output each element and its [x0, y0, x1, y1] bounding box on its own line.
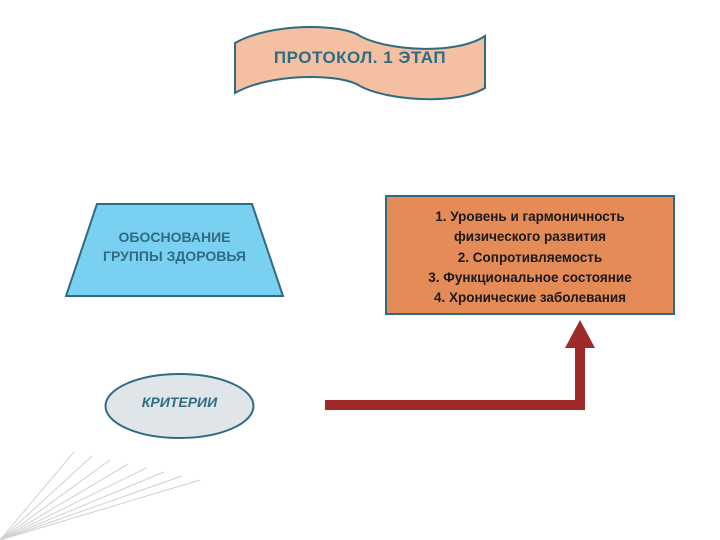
- ellipse-text: КРИТЕРИИ: [102, 394, 257, 410]
- criteria-item-2: 2. Сопротивляемость: [395, 248, 665, 268]
- criteria-item-1: 1. Уровень и гармоничность физического р…: [395, 207, 665, 248]
- criteria-ellipse: КРИТЕРИИ: [102, 370, 257, 442]
- arrow-shape: [320, 320, 610, 420]
- trapezoid-text: ОБОСНОВАНИЕ ГРУППЫ ЗДОРОВЬЯ: [62, 228, 287, 266]
- elbow-arrow: [320, 320, 610, 420]
- title-banner: ПРОТОКОЛ. 1 ЭТАП: [230, 18, 490, 108]
- criteria-item-3: 3. Функциональное состояние: [395, 268, 665, 288]
- corner-decoration: [0, 440, 220, 540]
- corner-lines: [0, 440, 220, 540]
- justification-trapezoid: ОБОСНОВАНИЕ ГРУППЫ ЗДОРОВЬЯ: [62, 200, 287, 300]
- title-banner-text: ПРОТОКОЛ. 1 ЭТАП: [230, 48, 490, 68]
- criteria-box: 1. Уровень и гармоничность физического р…: [385, 195, 675, 315]
- trapezoid-line2: ГРУППЫ ЗДОРОВЬЯ: [103, 248, 246, 264]
- criteria-item-4: 4. Хронические заболевания: [395, 288, 665, 308]
- trapezoid-line1: ОБОСНОВАНИЕ: [119, 229, 231, 245]
